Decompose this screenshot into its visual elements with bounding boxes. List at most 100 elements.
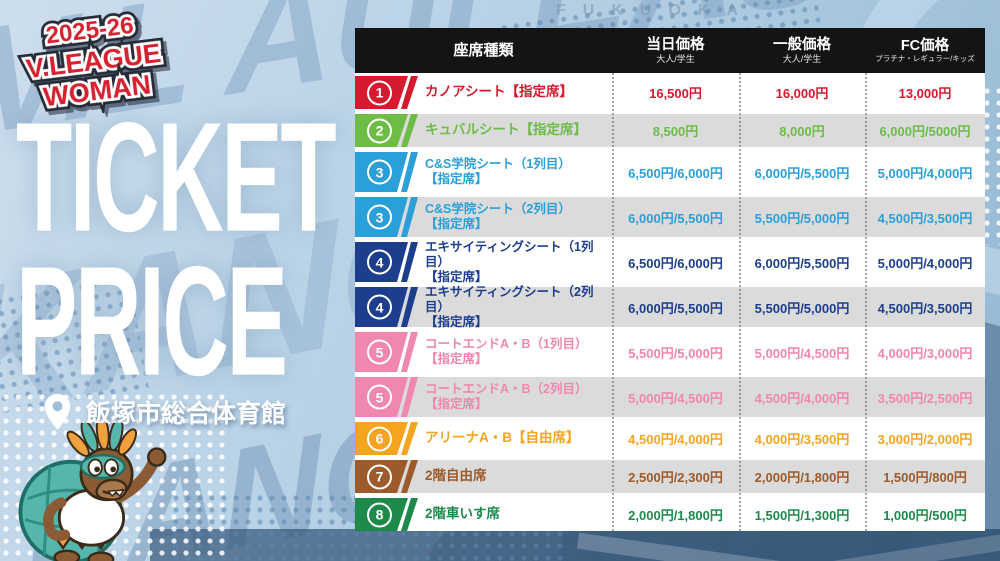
price-general: 6,000円/5,500円 <box>754 255 850 271</box>
row-number-badge: 4 <box>367 249 392 275</box>
seat-name-line2: 【指定席】 <box>425 314 488 329</box>
price-fc: 5,000円/4,000円 <box>877 165 973 181</box>
row-number-badge: 1 <box>367 80 392 105</box>
row-number-marker: 3 <box>355 197 421 237</box>
table-row: 3 C&S学院シート（2列目） 【指定席】 6,000円/5,500円 5,50… <box>355 197 985 237</box>
price-fc: 1,000円/500円 <box>883 508 967 523</box>
price-general: 2,000円/1,800円 <box>754 470 850 485</box>
table-row: 3 C&S学院シート（1列目） 【指定席】 6,500円/6,000円 6,00… <box>355 152 985 192</box>
seat-name-line2: 【指定席】 <box>425 269 488 284</box>
price-fc: 5,000円/4,000円 <box>877 255 973 271</box>
price-general: 5,000円/4,500円 <box>754 345 850 361</box>
row-number-marker: 1 <box>355 76 421 109</box>
column-divider <box>612 73 614 531</box>
row-number-badge: 7 <box>367 464 392 489</box>
price-general: 5,500円/5,000円 <box>754 210 850 226</box>
poster-title-price: PRICE <box>16 234 288 409</box>
seat-name-line1: アリーナA・B【自由席】 <box>425 430 580 446</box>
row-number-marker: 5 <box>355 332 421 372</box>
row-number-marker: 4 <box>355 242 421 282</box>
row-number-badge: 3 <box>367 159 392 185</box>
row-number-badge: 6 <box>367 426 392 451</box>
price-general: 4,000円/3,500円 <box>754 432 850 447</box>
header-seat-type: 座席種類 <box>453 41 514 59</box>
header-day-price: 当日価格 大人/学生 <box>646 36 705 64</box>
price-general: 16,000円 <box>775 86 829 101</box>
price-day: 4,500円/4,000円 <box>628 432 723 447</box>
price-day: 16,500円 <box>649 86 702 101</box>
row-number-marker: 4 <box>355 287 421 327</box>
table-row: 5 コートエンドA・B（1列目） 【指定席】 5,500円/5,000円 5,0… <box>355 332 985 372</box>
table-row: 5 コートエンドA・B（2列目） 【指定席】 5,000円/4,500円 4,5… <box>355 377 985 417</box>
price-day: 6,000円/5,500円 <box>628 210 723 226</box>
row-number-marker: 3 <box>355 152 421 192</box>
row-number-badge: 4 <box>367 294 392 320</box>
seat-name-line1: 2階自由席 <box>425 468 487 484</box>
seat-name-line1: カノアシート【指定席】 <box>425 84 573 100</box>
row-number-badge: 5 <box>367 384 392 410</box>
row-number-badge: 2 <box>367 118 392 143</box>
background-watermark-text: FUKUOKA <box>556 2 755 19</box>
table-row: 8 2階車いす席 2,000円/1,800円 1,500円/1,300円 1,0… <box>355 498 985 531</box>
table-row: 4 エキサイティングシート（1列目） 【指定席】 6,500円/6,000円 6… <box>355 240 985 284</box>
price-fc: 3,500円/2,500円 <box>877 390 973 406</box>
row-number-marker: 2 <box>355 114 421 147</box>
seat-name: コートエンドA・B（2列目） 【指定席】 <box>355 377 612 417</box>
kanoa-mascot-illustration <box>18 423 167 561</box>
header-general-price: 一般価格 大人/学生 <box>773 36 831 64</box>
price-fc: 4,000円/3,000円 <box>877 345 973 361</box>
seat-name: キュバルシート【指定席】 <box>355 114 612 147</box>
background-band-decoration <box>150 481 1000 561</box>
seat-name-line1: コートエンドA・B（1列目） <box>425 337 588 351</box>
seat-name-line2: 【指定席】 <box>425 352 488 366</box>
seat-name: アリーナA・B【自由席】 <box>355 422 612 455</box>
column-divider <box>865 73 867 531</box>
column-divider <box>739 73 741 531</box>
table-row: 1 カノアシート【指定席】 16,500円 16,000円 13,000円 <box>355 76 985 109</box>
row-number-badge: 3 <box>367 204 392 230</box>
price-fc: 6,000円/5000円 <box>879 124 971 139</box>
table-row: 6 アリーナA・B【自由席】 4,500円/4,000円 4,000円/3,50… <box>355 422 985 455</box>
price-day: 2,500円/2,300円 <box>628 470 723 485</box>
seat-name-line2: 【指定席】 <box>425 397 488 411</box>
seat-name: 2階自由席 <box>355 460 612 493</box>
price-fc: 3,000円/2,000円 <box>877 432 973 447</box>
price-general: 6,000円/5,500円 <box>754 165 850 181</box>
price-table: 座席種類 当日価格 大人/学生 一般価格 大人/学生 FC価格 プラチナ・レギュ… <box>355 28 985 531</box>
seat-name: コートエンドA・B（1列目） 【指定席】 <box>355 332 612 372</box>
price-day: 5,000円/4,500円 <box>628 390 723 406</box>
table-row: 2 キュバルシート【指定席】 8,500円 8,000円 6,000円/5000… <box>355 114 985 147</box>
row-number-marker: 7 <box>355 460 421 493</box>
price-fc: 13,000円 <box>898 86 952 101</box>
league-logo: 2025-26 2025-26 V.LEAGUE V.LEAGUE WOMAN … <box>2 2 186 129</box>
price-general: 8,000円 <box>779 124 825 139</box>
table-rows: 1 カノアシート【指定席】 16,500円 16,000円 13,000円 2 … <box>355 73 985 531</box>
table-row: 7 2階自由席 2,500円/2,300円 2,000円/1,800円 1,50… <box>355 460 985 493</box>
price-day: 6,000円/5,500円 <box>628 300 723 316</box>
row-number-badge: 5 <box>367 339 392 365</box>
seat-name-line2: 【指定席】 <box>425 172 488 186</box>
price-day: 2,000円/1,800円 <box>628 508 723 523</box>
seat-name-line1: C&S学院シート（2列目） <box>425 202 571 216</box>
price-general: 4,500円/4,000円 <box>754 390 850 406</box>
price-fc: 4,500円/3,500円 <box>877 300 973 316</box>
price-day: 6,500円/6,000円 <box>628 165 723 181</box>
row-number-marker: 6 <box>355 422 421 455</box>
price-day: 6,500円/6,000円 <box>628 255 723 271</box>
row-number-marker: 8 <box>355 498 421 531</box>
seat-name-line1: キュバルシート【指定席】 <box>425 122 587 138</box>
seat-name-line2: 【指定席】 <box>425 217 488 231</box>
header-fc-price: FC価格 プラチナ・レギュラー/キッズ <box>875 37 975 63</box>
price-general: 1,500円/1,300円 <box>754 508 850 523</box>
price-general: 5,500円/5,000円 <box>754 300 850 316</box>
price-fc: 4,500円/3,500円 <box>877 210 973 226</box>
seat-name-line1: C&S学院シート（1列目） <box>425 157 571 171</box>
seat-name: エキサイティングシート（1列目） 【指定席】 <box>355 240 612 284</box>
table-row: 4 エキサイティングシート（2列目） 【指定席】 6,000円/5,500円 5… <box>355 285 985 329</box>
seat-name: C&S学院シート（1列目） 【指定席】 <box>355 152 612 192</box>
seat-name: エキサイティングシート（2列目） 【指定席】 <box>355 285 612 329</box>
price-day: 5,500円/5,000円 <box>628 345 723 361</box>
seat-name-line1: コートエンドA・B（2列目） <box>425 382 588 396</box>
row-number-badge: 8 <box>367 502 392 527</box>
